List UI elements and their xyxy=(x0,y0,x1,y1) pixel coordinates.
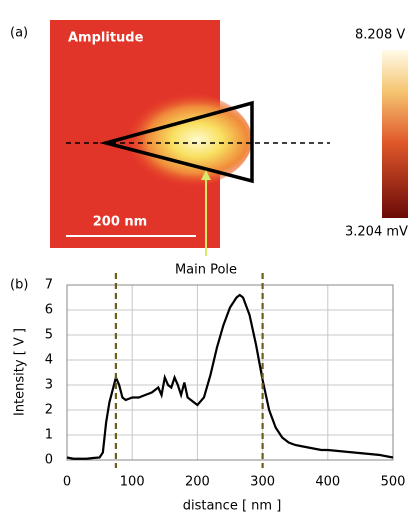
y-tick-label: 1 xyxy=(45,428,53,443)
y-tick-label: 7 xyxy=(45,278,53,293)
x-tick-label: 200 xyxy=(185,475,210,490)
annotation: Main Pole xyxy=(175,263,237,278)
y-axis-label: Intensity [ V ] xyxy=(13,328,28,416)
colorbar-max: 8.208 V xyxy=(355,28,405,43)
x-tick-label: 100 xyxy=(120,475,145,490)
panel-label: (b) xyxy=(10,278,28,293)
y-tick-label: 3 xyxy=(45,378,53,393)
x-tick-label: 500 xyxy=(381,475,406,490)
intensity-line xyxy=(66,293,394,460)
colorbar xyxy=(382,50,408,218)
y-tick-label: 2 xyxy=(45,403,53,418)
y-tick-label: 5 xyxy=(45,328,53,343)
scale-bar-label: 200 nm xyxy=(93,215,147,230)
y-tick-label: 0 xyxy=(45,453,53,468)
colorbar-min: 3.204 mV xyxy=(345,225,408,240)
y-tick-label: 4 xyxy=(45,353,53,368)
arrow-head xyxy=(201,170,211,180)
x-tick-label: 400 xyxy=(315,475,340,490)
plot-frame xyxy=(66,284,394,461)
y-tick-label: 6 xyxy=(45,303,53,318)
x-tick-label: 300 xyxy=(250,475,275,490)
x-axis-label: distance [ nm ] xyxy=(183,499,282,514)
panel-label: (a) xyxy=(10,26,28,41)
pole-outline xyxy=(99,100,254,184)
glow xyxy=(108,92,252,188)
image-title: Amplitude xyxy=(68,31,144,46)
x-tick-label: 0 xyxy=(63,475,71,490)
